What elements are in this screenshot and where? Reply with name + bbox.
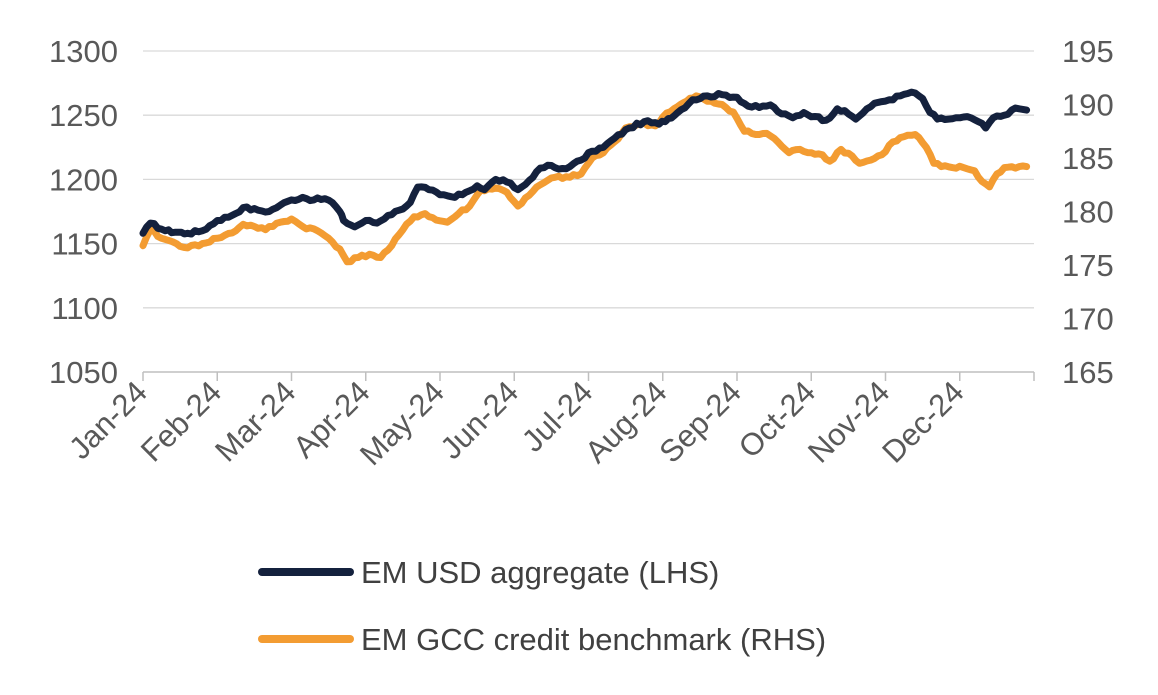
right-tick-label: 195: [1062, 34, 1114, 69]
left-tick-label: 1250: [49, 98, 118, 133]
gridlines: [143, 50, 1034, 309]
x-tick-label: Feb-24: [134, 374, 228, 468]
left-tick-label: 1300: [49, 34, 118, 69]
x-tick-label: Sep-24: [653, 374, 748, 469]
x-tick-label: Dec-24: [875, 374, 970, 469]
left-tick-label: 1150: [51, 227, 118, 262]
series-line-em-usd-aggregate: [139, 88, 1031, 238]
right-tick-label: 170: [1062, 302, 1114, 337]
left-tick-label: 1050: [49, 355, 118, 390]
x-axis: Jan-24Feb-24Mar-24Apr-24May-24Jun-24Jul-…: [62, 371, 1035, 472]
right-tick-label: 180: [1062, 195, 1114, 230]
right-tick-label: 190: [1062, 88, 1114, 123]
right-axis: 195 190 185 180 175 170 165: [1062, 34, 1114, 390]
right-tick-label: 165: [1062, 355, 1114, 390]
legend: EM USD aggregate (LHS) EM GCC credit benc…: [258, 555, 826, 657]
left-axis: 1300 1250 1200 1150 1100 1050: [49, 34, 118, 390]
legend-label: EM USD aggregate (LHS): [361, 555, 719, 590]
left-tick-label: 1100: [51, 291, 118, 326]
right-tick-label: 185: [1062, 141, 1114, 176]
x-tick-label: Nov-24: [801, 374, 896, 469]
legend-label: EM GCC credit benchmark (RHS): [361, 622, 826, 657]
series-lines: [139, 88, 1031, 266]
series-line-em-gcc-credit: [139, 92, 1031, 266]
x-tick-label: Jun-24: [433, 374, 525, 466]
left-tick-label: 1200: [49, 162, 118, 197]
x-tick-label: Mar-24: [208, 374, 302, 468]
x-tick-label: Aug-24: [578, 374, 673, 469]
right-tick-label: 175: [1062, 248, 1114, 283]
x-tick-label: May-24: [353, 374, 451, 472]
